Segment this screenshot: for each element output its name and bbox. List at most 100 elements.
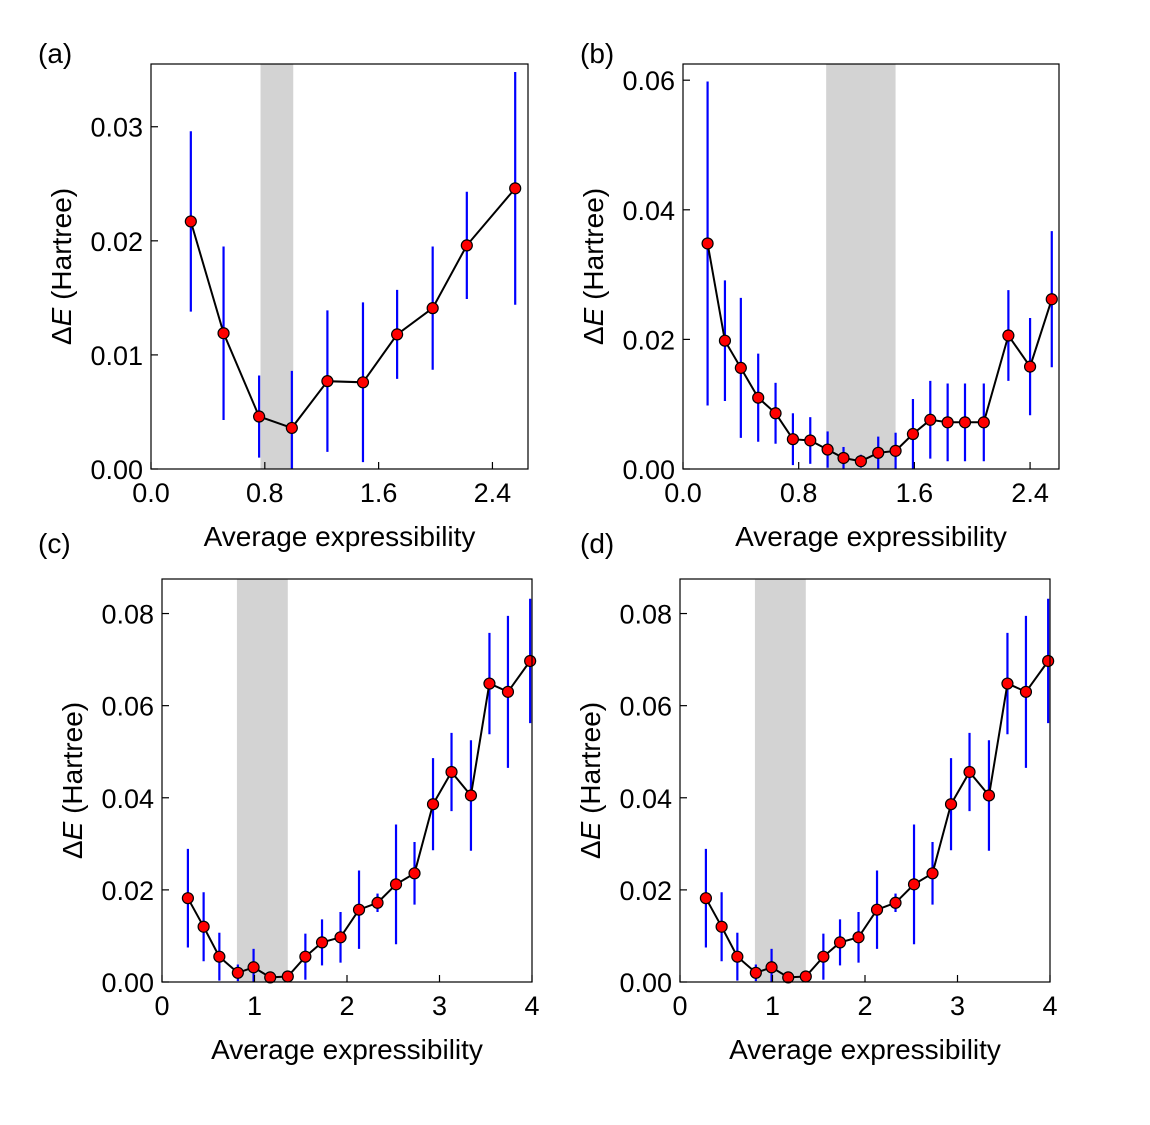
y-tick-label-0-04: 0.04: [622, 196, 675, 226]
y-tick-label-0-06: 0.06: [619, 692, 672, 722]
data-point: [426, 798, 440, 811]
x-tick-label-1-6: 1.6: [360, 478, 398, 508]
data-point: [944, 798, 958, 811]
data-point: [963, 765, 976, 779]
y-tick-label-0-02: 0.02: [622, 325, 675, 355]
data-point: [184, 215, 197, 228]
x-tick-label-1: 1: [247, 991, 262, 1021]
shaded-region: [826, 64, 896, 469]
data-point: [315, 936, 329, 949]
data-point: [769, 407, 782, 420]
data-point: [356, 376, 370, 389]
data-point: [352, 903, 366, 916]
data-point: [1042, 654, 1055, 668]
x-axis-label: Average expressibility: [735, 521, 1007, 552]
axes-frame: [682, 63, 1060, 470]
data-point: [264, 971, 277, 984]
x-tick-label-2-4: 2.4: [474, 478, 512, 508]
panel-label-c: (c): [38, 528, 71, 559]
data-point: [285, 421, 298, 435]
y-axis-label: ΔE (Hartree): [578, 188, 609, 345]
y-tick-label-0-02: 0.02: [619, 876, 672, 906]
shaded-region: [236, 579, 288, 982]
data-point: [408, 867, 421, 880]
data-point: [749, 966, 762, 979]
data-point: [734, 361, 747, 375]
data-point: [483, 677, 496, 690]
data-point: [977, 416, 990, 429]
chart-panel-a: 0.0 0.8 1.6 2.4 0.00 0.01 0.02 0.03 Average expr…: [46, 63, 529, 552]
x-axis-label: Average expressibility: [204, 521, 476, 552]
data-point: [247, 961, 260, 974]
data-point: [718, 334, 732, 347]
data-point: [231, 966, 244, 979]
data-point: [1045, 293, 1058, 306]
x-tick-label-4: 4: [524, 991, 539, 1021]
data-point: [833, 936, 847, 949]
data-point: [1002, 329, 1015, 342]
y-tick-label-0-04: 0.04: [101, 784, 154, 814]
data-point: [854, 455, 867, 468]
data-point: [1019, 685, 1033, 698]
data-point: [181, 892, 194, 905]
data-point: [906, 427, 920, 441]
data-point: [837, 451, 850, 465]
x-tick-label-3: 3: [432, 991, 447, 1021]
data-point: [501, 685, 515, 698]
data-point: [804, 434, 817, 447]
x-tick-label-2: 2: [857, 991, 872, 1021]
y-tick-label-0-08: 0.08: [101, 600, 154, 630]
data-point: [699, 892, 713, 905]
y-tick-label-0-00: 0.00: [101, 968, 154, 998]
axes-frame: [161, 578, 533, 983]
series-line: [189, 187, 516, 430]
data-point: [460, 239, 473, 252]
data-point: [852, 931, 865, 944]
data-point: [889, 896, 902, 909]
x-tick-label-1: 1: [765, 991, 780, 1021]
data-point: [924, 413, 937, 426]
data-point: [197, 920, 210, 933]
y-tick-label-0-06: 0.06: [101, 692, 154, 722]
data-point: [715, 920, 728, 933]
data-point: [958, 416, 972, 429]
data-point: [752, 391, 765, 404]
y-axis-label: ΔE (Hartree): [575, 702, 606, 859]
data-point: [1001, 677, 1014, 690]
data-point: [889, 444, 902, 457]
data-point: [872, 446, 885, 459]
data-point: [253, 410, 266, 423]
y-tick-label-0-00: 0.00: [622, 455, 675, 485]
y-tick-label-0-03: 0.03: [90, 113, 143, 143]
panel-label-a: (a): [38, 38, 73, 69]
shaded-region: [260, 64, 294, 469]
data-point: [982, 789, 996, 802]
data-point: [464, 789, 478, 802]
data-point: [334, 931, 347, 944]
x-tick-label-0-0: 0.0: [664, 478, 702, 508]
x-tick-label-2: 2: [339, 991, 354, 1021]
data-point: [765, 961, 778, 974]
data-point: [445, 765, 458, 779]
x-tick-label-0-0: 0.0: [132, 478, 170, 508]
x-axis-label: Average expressibility: [729, 1034, 1001, 1065]
y-tick-label-0-04: 0.04: [619, 784, 672, 814]
data-point: [321, 375, 334, 388]
panel-label-b: (b): [580, 38, 615, 69]
data-point: [817, 950, 830, 963]
y-tick-label-0-01: 0.01: [90, 341, 143, 371]
data-point: [701, 237, 714, 250]
data-point: [821, 443, 834, 456]
chart-panel-d: 0 1 2 3 4 0.00 0.02 0.04 0.06 0.08 Average express…: [575, 578, 1058, 1065]
y-tick-label-0-00: 0.00: [90, 455, 143, 485]
x-tick-label-0: 0: [672, 991, 687, 1021]
x-axis-label: Average expressibility: [211, 1034, 483, 1065]
shaded-region: [754, 579, 806, 982]
x-tick-label-3: 3: [950, 991, 965, 1021]
y-tick-label-0-02: 0.02: [101, 876, 154, 906]
data-point: [731, 950, 744, 963]
y-tick-label-0-00: 0.00: [619, 968, 672, 998]
data-point: [217, 327, 230, 340]
